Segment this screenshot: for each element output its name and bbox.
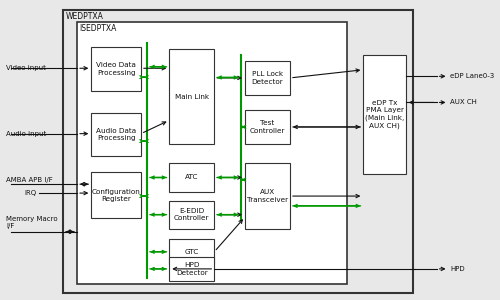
Text: PLL Lock
Detector: PLL Lock Detector <box>252 71 284 85</box>
Bar <box>170 200 214 229</box>
Text: HPD
Detector: HPD Detector <box>176 262 208 276</box>
Text: IRQ: IRQ <box>24 190 37 196</box>
Bar <box>245 61 290 95</box>
Text: eDP Lane0-3: eDP Lane0-3 <box>450 73 494 79</box>
Bar <box>170 239 214 264</box>
Bar <box>170 49 214 144</box>
Text: ATC: ATC <box>185 175 198 181</box>
Text: Video Data
Processing: Video Data Processing <box>96 62 136 76</box>
Text: Audio Data
Processing: Audio Data Processing <box>96 128 136 141</box>
Bar <box>92 113 141 156</box>
Bar <box>63 10 413 293</box>
Bar <box>92 172 141 218</box>
Text: E-EDID
Controller: E-EDID Controller <box>174 208 210 221</box>
Text: Configuration
Register: Configuration Register <box>92 189 140 202</box>
Text: Audio input: Audio input <box>6 131 46 137</box>
Text: GTC: GTC <box>184 249 199 255</box>
Text: Video input: Video input <box>6 65 46 71</box>
Text: AMBA APB I/F: AMBA APB I/F <box>6 177 53 183</box>
Text: AUX CH: AUX CH <box>450 99 477 105</box>
Text: AUX
Transceiver: AUX Transceiver <box>247 189 288 203</box>
Bar <box>170 257 214 281</box>
Text: ISEDPTXA: ISEDPTXA <box>80 24 117 33</box>
Bar <box>245 110 290 144</box>
Bar <box>77 22 347 284</box>
Text: Memory Macro
I/F: Memory Macro I/F <box>6 216 58 229</box>
Bar <box>170 164 214 192</box>
Text: Main Link: Main Link <box>175 94 209 100</box>
Text: Test
Controller: Test Controller <box>250 120 286 134</box>
Bar <box>364 55 406 174</box>
Bar <box>245 164 290 229</box>
Bar <box>92 47 141 91</box>
Text: HPD: HPD <box>450 266 464 272</box>
Text: eDP Tx
PMA Layer
(Main Link,
AUX CH): eDP Tx PMA Layer (Main Link, AUX CH) <box>365 100 404 129</box>
Text: WEDPTXA: WEDPTXA <box>66 12 103 21</box>
